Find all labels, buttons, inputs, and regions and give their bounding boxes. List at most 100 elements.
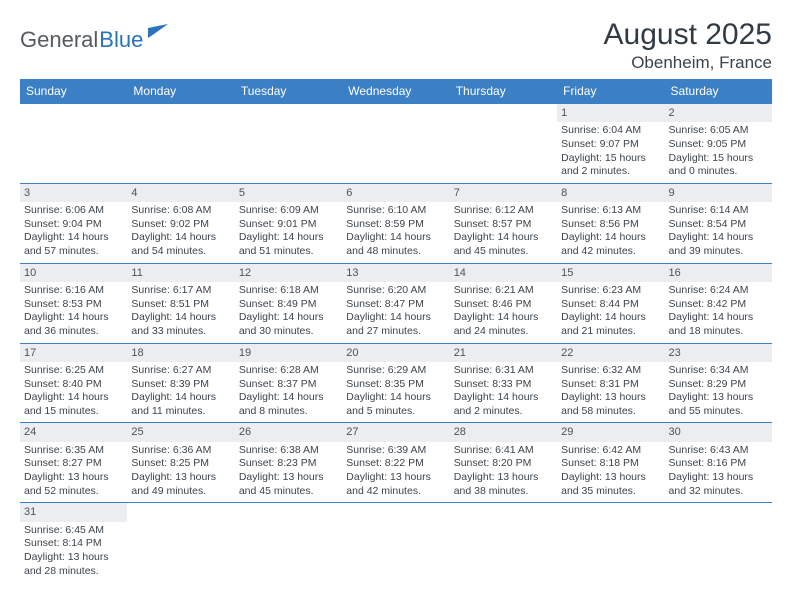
day-content: Sunrise: 6:18 AMSunset: 8:49 PMDaylight:… <box>235 282 342 343</box>
calendar-day <box>450 503 557 582</box>
day-content: Sunrise: 6:45 AMSunset: 8:14 PMDaylight:… <box>20 522 127 583</box>
sunrise-text: Sunrise: 6:09 AM <box>239 204 338 218</box>
sunset-text: Sunset: 8:16 PM <box>669 457 768 471</box>
day-number: 8 <box>557 184 664 202</box>
day-content: Sunrise: 6:10 AMSunset: 8:59 PMDaylight:… <box>342 202 449 263</box>
day-content: Sunrise: 6:43 AMSunset: 8:16 PMDaylight:… <box>665 442 772 503</box>
sunrise-text: Sunrise: 6:38 AM <box>239 444 338 458</box>
sunset-text: Sunset: 8:23 PM <box>239 457 338 471</box>
daylight-text: Daylight: 14 hours and 33 minutes. <box>131 311 230 338</box>
day-number: 11 <box>127 264 234 282</box>
sunset-text: Sunset: 8:47 PM <box>346 298 445 312</box>
calendar-day: 7Sunrise: 6:12 AMSunset: 8:57 PMDaylight… <box>450 183 557 263</box>
sunrise-text: Sunrise: 6:45 AM <box>24 524 123 538</box>
daylight-text: Daylight: 14 hours and 57 minutes. <box>24 231 123 258</box>
day-number: 14 <box>450 264 557 282</box>
calendar-week: 17Sunrise: 6:25 AMSunset: 8:40 PMDayligh… <box>20 343 772 423</box>
day-content: Sunrise: 6:17 AMSunset: 8:51 PMDaylight:… <box>127 282 234 343</box>
day-content: Sunrise: 6:12 AMSunset: 8:57 PMDaylight:… <box>450 202 557 263</box>
day-number: 7 <box>450 184 557 202</box>
sunset-text: Sunset: 8:49 PM <box>239 298 338 312</box>
sunset-text: Sunset: 8:40 PM <box>24 378 123 392</box>
day-content: Sunrise: 6:05 AMSunset: 9:05 PMDaylight:… <box>665 122 772 183</box>
calendar-day: 27Sunrise: 6:39 AMSunset: 8:22 PMDayligh… <box>342 423 449 503</box>
day-content: Sunrise: 6:38 AMSunset: 8:23 PMDaylight:… <box>235 442 342 503</box>
day-header: Sunday <box>20 79 127 104</box>
calendar-day <box>342 503 449 582</box>
day-content: Sunrise: 6:28 AMSunset: 8:37 PMDaylight:… <box>235 362 342 423</box>
sunrise-text: Sunrise: 6:06 AM <box>24 204 123 218</box>
calendar-day: 31Sunrise: 6:45 AMSunset: 8:14 PMDayligh… <box>20 503 127 582</box>
day-number: 4 <box>127 184 234 202</box>
calendar-week: 1Sunrise: 6:04 AMSunset: 9:07 PMDaylight… <box>20 104 772 184</box>
day-number: 31 <box>20 503 127 521</box>
sunrise-text: Sunrise: 6:04 AM <box>561 124 660 138</box>
day-number: 15 <box>557 264 664 282</box>
calendar-day <box>20 104 127 184</box>
sunrise-text: Sunrise: 6:23 AM <box>561 284 660 298</box>
sunrise-text: Sunrise: 6:20 AM <box>346 284 445 298</box>
calendar-week: 24Sunrise: 6:35 AMSunset: 8:27 PMDayligh… <box>20 423 772 503</box>
day-number: 12 <box>235 264 342 282</box>
daylight-text: Daylight: 13 hours and 58 minutes. <box>561 391 660 418</box>
day-content: Sunrise: 6:35 AMSunset: 8:27 PMDaylight:… <box>20 442 127 503</box>
calendar-week: 31Sunrise: 6:45 AMSunset: 8:14 PMDayligh… <box>20 503 772 582</box>
sunrise-text: Sunrise: 6:21 AM <box>454 284 553 298</box>
day-header-row: SundayMondayTuesdayWednesdayThursdayFrid… <box>20 79 772 104</box>
daylight-text: Daylight: 14 hours and 42 minutes. <box>561 231 660 258</box>
day-content: Sunrise: 6:21 AMSunset: 8:46 PMDaylight:… <box>450 282 557 343</box>
calendar-day: 21Sunrise: 6:31 AMSunset: 8:33 PMDayligh… <box>450 343 557 423</box>
sunrise-text: Sunrise: 6:16 AM <box>24 284 123 298</box>
daylight-text: Daylight: 14 hours and 8 minutes. <box>239 391 338 418</box>
day-content: Sunrise: 6:41 AMSunset: 8:20 PMDaylight:… <box>450 442 557 503</box>
calendar-day: 6Sunrise: 6:10 AMSunset: 8:59 PMDaylight… <box>342 183 449 263</box>
daylight-text: Daylight: 14 hours and 15 minutes. <box>24 391 123 418</box>
day-number: 3 <box>20 184 127 202</box>
sunrise-text: Sunrise: 6:27 AM <box>131 364 230 378</box>
sunset-text: Sunset: 8:54 PM <box>669 218 768 232</box>
daylight-text: Daylight: 15 hours and 0 minutes. <box>669 152 768 179</box>
sunset-text: Sunset: 8:20 PM <box>454 457 553 471</box>
day-header: Friday <box>557 79 664 104</box>
day-number: 27 <box>342 423 449 441</box>
sunrise-text: Sunrise: 6:12 AM <box>454 204 553 218</box>
daylight-text: Daylight: 14 hours and 48 minutes. <box>346 231 445 258</box>
day-number: 16 <box>665 264 772 282</box>
day-header: Saturday <box>665 79 772 104</box>
day-header: Tuesday <box>235 79 342 104</box>
sunset-text: Sunset: 8:42 PM <box>669 298 768 312</box>
calendar-day: 15Sunrise: 6:23 AMSunset: 8:44 PMDayligh… <box>557 263 664 343</box>
sunrise-text: Sunrise: 6:08 AM <box>131 204 230 218</box>
calendar-day <box>235 503 342 582</box>
sunset-text: Sunset: 8:51 PM <box>131 298 230 312</box>
sunrise-text: Sunrise: 6:43 AM <box>669 444 768 458</box>
calendar-day: 30Sunrise: 6:43 AMSunset: 8:16 PMDayligh… <box>665 423 772 503</box>
page-title: August 2025 <box>604 18 772 51</box>
calendar-day: 18Sunrise: 6:27 AMSunset: 8:39 PMDayligh… <box>127 343 234 423</box>
daylight-text: Daylight: 14 hours and 39 minutes. <box>669 231 768 258</box>
sunset-text: Sunset: 8:31 PM <box>561 378 660 392</box>
day-content: Sunrise: 6:16 AMSunset: 8:53 PMDaylight:… <box>20 282 127 343</box>
calendar-week: 3Sunrise: 6:06 AMSunset: 9:04 PMDaylight… <box>20 183 772 263</box>
calendar-day: 5Sunrise: 6:09 AMSunset: 9:01 PMDaylight… <box>235 183 342 263</box>
sunset-text: Sunset: 9:02 PM <box>131 218 230 232</box>
day-number: 20 <box>342 344 449 362</box>
calendar-week: 10Sunrise: 6:16 AMSunset: 8:53 PMDayligh… <box>20 263 772 343</box>
daylight-text: Daylight: 13 hours and 28 minutes. <box>24 551 123 578</box>
sunset-text: Sunset: 8:25 PM <box>131 457 230 471</box>
day-number: 28 <box>450 423 557 441</box>
day-number: 5 <box>235 184 342 202</box>
calendar-day: 26Sunrise: 6:38 AMSunset: 8:23 PMDayligh… <box>235 423 342 503</box>
calendar-day: 14Sunrise: 6:21 AMSunset: 8:46 PMDayligh… <box>450 263 557 343</box>
day-content: Sunrise: 6:29 AMSunset: 8:35 PMDaylight:… <box>342 362 449 423</box>
daylight-text: Daylight: 14 hours and 21 minutes. <box>561 311 660 338</box>
calendar-day: 3Sunrise: 6:06 AMSunset: 9:04 PMDaylight… <box>20 183 127 263</box>
daylight-text: Daylight: 14 hours and 2 minutes. <box>454 391 553 418</box>
calendar-day: 25Sunrise: 6:36 AMSunset: 8:25 PMDayligh… <box>127 423 234 503</box>
sunrise-text: Sunrise: 6:41 AM <box>454 444 553 458</box>
location-label: Obenheim, France <box>604 53 772 73</box>
sunrise-text: Sunrise: 6:25 AM <box>24 364 123 378</box>
sunrise-text: Sunrise: 6:18 AM <box>239 284 338 298</box>
sunrise-text: Sunrise: 6:35 AM <box>24 444 123 458</box>
day-number: 30 <box>665 423 772 441</box>
